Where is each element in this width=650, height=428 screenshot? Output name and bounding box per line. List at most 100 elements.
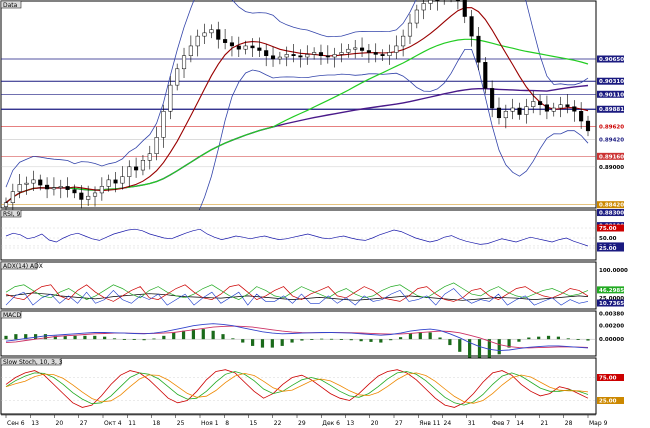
macd-title: MACD: [3, 312, 21, 319]
price-level-tag-8: 0.89000: [597, 163, 624, 171]
candle-52: [359, 37, 365, 58]
candle-body-41: [284, 54, 289, 58]
price-level-tag-4: 0.89881: [597, 105, 624, 113]
macd-histogram-bar-37: [369, 339, 373, 342]
candle-body-14: [99, 186, 104, 194]
macd-histogram-bar-20: [201, 329, 205, 340]
stoch-title: Slow Stoch, 10, 3, 3: [3, 359, 63, 366]
macd-level-tag-2-bg: [597, 335, 624, 343]
stoch-panel-frame: [0, 357, 597, 415]
candle-body-84: [579, 111, 584, 122]
candle-82: [565, 94, 570, 114]
candle-body-61: [421, 3, 426, 11]
macd-histogram-bar-47: [468, 339, 472, 358]
candle-6: [45, 177, 50, 199]
macd-line: [5, 323, 589, 352]
price-level-tag-1-bg: [597, 55, 624, 63]
candle-body-43: [298, 55, 303, 58]
x-tick-label-24: Мар 9: [589, 420, 608, 427]
x-tick-label-4: Окт 4: [104, 420, 122, 427]
macd-histogram-bar-41: [408, 333, 413, 340]
price-level-tag-7-text: 0.89160: [599, 154, 624, 160]
macd-lines: [1, 323, 596, 362]
macd-histogram-bar-35: [349, 339, 353, 341]
candle-62: [428, 0, 433, 10]
candle-body-24: [168, 84, 173, 112]
candle-body-60: [414, 9, 419, 24]
candle-25: [175, 63, 180, 91]
price-level-tag-8-bg: [597, 163, 624, 171]
price-level-tag-6-bg: [597, 135, 624, 143]
candle-28: [195, 29, 200, 57]
macd-histogram-bar-40: [398, 337, 403, 340]
candle-body-18: [127, 166, 132, 177]
price-level-tag-10: 0.88300: [597, 209, 624, 217]
candle-77: [531, 91, 536, 114]
adx-level-tag-3: 10.7365: [597, 299, 624, 307]
stoch-series-0: [5, 369, 589, 408]
price-level-tag-3-bg: [597, 90, 624, 98]
candle-body-50: [346, 48, 351, 53]
candle-body-22: [154, 137, 159, 154]
candle-45: [312, 47, 317, 60]
adx-panel: ADX(14) ADX 100.0000 46.2985 25.000010.736…: [0, 261, 628, 310]
candle-63: [435, 0, 440, 11]
candle-body-78: [538, 101, 543, 105]
macd-histogram-bar-43: [428, 332, 432, 340]
candle-11: [79, 185, 84, 209]
rsi-panel-frame: [0, 209, 597, 261]
candle-body-15: [106, 179, 111, 187]
x-tick-label-16: 27: [395, 420, 403, 427]
macd-histogram-bar-22: [221, 334, 225, 340]
candle-19: [134, 157, 139, 178]
candle-76: [524, 98, 529, 124]
macd-level-tag-1: 0.00200: [597, 322, 624, 330]
macd-histogram-bar-54: [537, 336, 541, 340]
candle-body-7: [51, 187, 56, 190]
candle-12: [86, 185, 91, 206]
rsi-level-tag-0-text: 75.00: [599, 226, 617, 232]
candle-23: [161, 104, 166, 148]
candle-84: [579, 102, 584, 129]
macd-histogram-bar-53: [527, 337, 531, 340]
macd-histogram-bar-25: [251, 339, 255, 346]
candle-26: [181, 47, 187, 78]
macd-histogram-bar-29: [290, 339, 294, 343]
macd-histogram-bar-33: [329, 338, 334, 340]
price-title-box: [0, 0, 22, 9]
candle-body-79: [544, 104, 549, 112]
macd-histogram-bar-14: [142, 339, 146, 341]
x-tick-label-11: 22: [274, 420, 282, 427]
candle-body-55: [380, 54, 385, 56]
rsi-level-tag-1: 50.00: [597, 234, 624, 242]
macd-histogram-bar-21: [211, 330, 215, 340]
candle-body-46: [318, 52, 324, 56]
rsi-line: [5, 228, 589, 247]
macd-histogram-bar-5: [53, 335, 57, 340]
macd-histogram-bar-10: [103, 336, 107, 340]
adx-level-tag-0-bg: [597, 266, 624, 274]
macd-histogram-bar-58: [576, 339, 580, 340]
macd-histogram-bar-26: [260, 339, 265, 348]
macd-histogram-bar-7: [73, 335, 77, 340]
macd-histogram-bar-8: [83, 335, 87, 340]
candle-body-11: [79, 192, 84, 200]
candle-body-52: [359, 47, 365, 51]
x-tick-label-2: 20: [56, 420, 64, 427]
candle-30: [209, 24, 214, 39]
price-level-tag-8-text: 0.89000: [599, 165, 624, 171]
candle-14: [99, 177, 104, 201]
macd-histogram-bar-55: [546, 335, 551, 340]
price-level-tags: 0.918500.906500.903100.901100.898810.896…: [597, 55, 624, 230]
candle-body-6: [45, 184, 50, 190]
candle-48: [332, 47, 337, 68]
candle-body-47: [325, 55, 330, 58]
candle-body-77: [531, 101, 536, 107]
rsi-lines: [1, 227, 596, 249]
candle-body-80: [551, 107, 556, 112]
macd-histogram-bar-2: [24, 334, 28, 340]
candle-body-54: [373, 52, 378, 55]
price-level-tag-6-text: 0.89420: [599, 137, 624, 143]
macd-histogram-bar-36: [359, 339, 363, 342]
macd-histogram-bar-3: [33, 334, 38, 340]
